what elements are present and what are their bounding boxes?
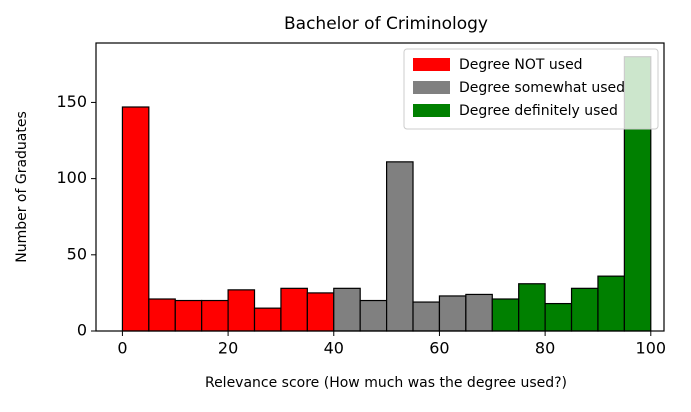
x-tick-label: 0 — [117, 339, 127, 358]
bar — [121, 106, 150, 332]
bar — [148, 298, 176, 332]
x-tick-label: 20 — [218, 339, 238, 358]
x-tick-label: 80 — [535, 339, 555, 358]
bar — [306, 292, 335, 332]
y-tick-label: 50 — [67, 244, 87, 263]
x-tick-label: 100 — [636, 339, 667, 358]
x-tick-label: 60 — [429, 339, 449, 358]
legend: Degree NOT used Degree somewhat used Degre… — [403, 48, 659, 130]
bar — [518, 283, 546, 332]
bar — [333, 287, 361, 332]
bar — [544, 302, 573, 332]
legend-box — [403, 48, 659, 130]
bar — [253, 307, 282, 332]
x-axis-label: Relevance score (How much was the degree… — [205, 375, 567, 391]
y-axis-label: Number of Graduates — [14, 111, 30, 263]
legend-label: Degree definitely used — [459, 103, 618, 119]
legend-label: Degree somewhat used — [459, 80, 625, 96]
bar — [491, 298, 520, 332]
bar — [227, 289, 256, 332]
x-tick-label: 40 — [324, 339, 344, 358]
bar — [201, 299, 229, 332]
legend-swatch — [413, 58, 450, 71]
chart-title: Bachelor of Criminology — [284, 14, 488, 34]
bar — [438, 295, 467, 332]
y-tick-label: 150 — [56, 92, 87, 111]
legend-label: Degree NOT used — [459, 57, 583, 73]
y-tick-label: 100 — [56, 168, 87, 187]
bar — [570, 287, 599, 332]
y-tick-label: 0 — [77, 321, 87, 340]
bar — [386, 161, 414, 332]
bar — [412, 301, 441, 332]
legend-swatch — [413, 81, 450, 94]
bar — [174, 299, 203, 332]
legend-swatch — [413, 104, 450, 117]
bar — [597, 275, 625, 332]
plot-frame — [95, 42, 665, 332]
bar — [465, 293, 493, 332]
bar — [280, 287, 308, 332]
bar — [359, 299, 388, 332]
